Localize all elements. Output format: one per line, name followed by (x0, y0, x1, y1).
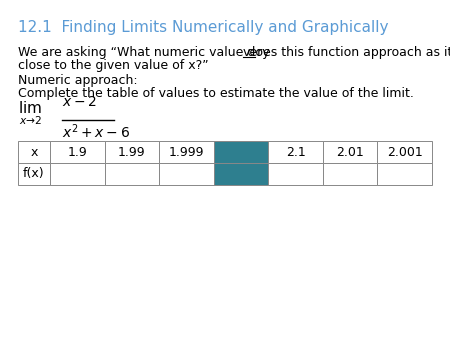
Text: 12.1  Finding Limits Numerically and Graphically: 12.1 Finding Limits Numerically and Grap… (18, 20, 388, 35)
Text: 1.999: 1.999 (169, 145, 204, 159)
Text: 1.9: 1.9 (68, 145, 87, 159)
Bar (50, 141, 104, 163)
Bar (18, 141, 50, 163)
Text: close to the given value of x?”: close to the given value of x?” (18, 59, 209, 72)
Text: x: x (30, 145, 38, 159)
Bar (378, 163, 432, 185)
Text: $\lim_{x \to 2}$: $\lim_{x \to 2}$ (18, 99, 42, 127)
Text: We are asking “What numeric value does this function approach as it gets: We are asking “What numeric value does t… (18, 46, 450, 59)
Text: 2.01: 2.01 (336, 145, 364, 159)
Text: 2.001: 2.001 (387, 145, 423, 159)
Text: Complete the table of values to estimate the value of the limit.: Complete the table of values to estimate… (18, 87, 414, 100)
Bar (268, 163, 323, 185)
Text: very: very (243, 46, 270, 59)
Text: $x^2+x-6$: $x^2+x-6$ (62, 122, 130, 141)
Bar (104, 163, 159, 185)
Bar (323, 163, 378, 185)
Bar (268, 141, 323, 163)
Bar (214, 163, 268, 185)
Text: 1.99: 1.99 (118, 145, 146, 159)
Bar (159, 141, 214, 163)
Text: 2.1: 2.1 (286, 145, 306, 159)
Bar (378, 141, 432, 163)
Text: $x-2$: $x-2$ (62, 95, 97, 109)
Bar (214, 141, 268, 163)
Bar (323, 141, 378, 163)
Text: f(x): f(x) (23, 168, 45, 180)
Bar (50, 163, 104, 185)
Bar (18, 163, 50, 185)
Bar (104, 141, 159, 163)
Bar (159, 163, 214, 185)
Text: Numeric approach:: Numeric approach: (18, 74, 138, 87)
